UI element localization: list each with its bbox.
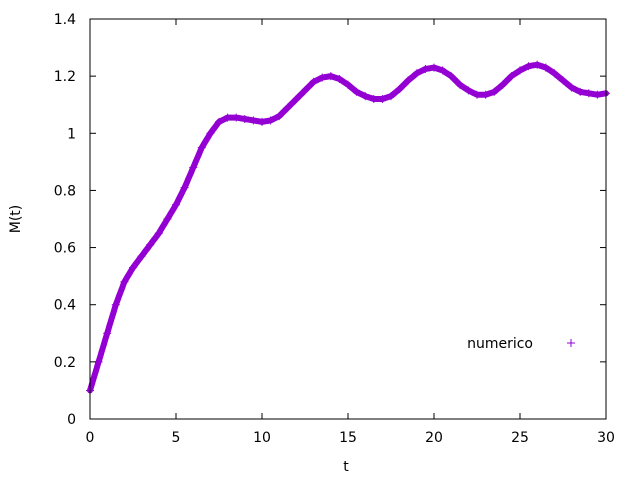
data-point xyxy=(438,66,447,75)
data-point xyxy=(309,77,318,86)
data-point xyxy=(283,103,292,112)
data-point xyxy=(395,85,404,93)
data-point xyxy=(258,117,266,126)
data-point xyxy=(464,86,473,95)
data-point xyxy=(301,86,309,95)
x-tick-label: 20 xyxy=(425,430,443,446)
data-point xyxy=(137,252,146,261)
data-point xyxy=(576,87,585,96)
data-point xyxy=(473,90,481,99)
y-tick-label: 0.2 xyxy=(54,355,76,371)
ticks-layer: 0 5 10 15 20 25 30 0 0.2 0.4 0.6 0.8 1 1.2 1.4 xyxy=(54,12,615,446)
data-point xyxy=(516,66,524,75)
data-point xyxy=(481,90,490,99)
x-tick-label: 5 xyxy=(172,430,181,446)
data-point xyxy=(455,80,464,89)
data-point xyxy=(146,240,155,249)
plot-layer xyxy=(86,60,610,395)
data-point xyxy=(524,62,533,71)
data-point xyxy=(404,76,413,85)
legend-marker xyxy=(567,339,575,347)
data-point xyxy=(550,69,559,78)
data-point xyxy=(567,83,576,92)
data-point xyxy=(292,95,301,103)
data-point xyxy=(318,73,327,82)
y-tick-label: 0.8 xyxy=(54,183,76,199)
data-point xyxy=(163,215,172,223)
data-point xyxy=(223,113,232,122)
legend-label: numerico xyxy=(467,336,533,352)
data-point xyxy=(335,75,344,83)
x-tick-label: 25 xyxy=(511,430,529,446)
data-point xyxy=(533,60,542,69)
data-point xyxy=(120,277,129,286)
x-tick-label: 30 xyxy=(597,430,615,446)
data-point xyxy=(215,117,223,126)
data-point xyxy=(197,143,206,152)
data-point xyxy=(490,87,499,96)
y-tick-label: 0.6 xyxy=(54,241,76,257)
data-point xyxy=(189,163,198,172)
data-point xyxy=(103,329,112,338)
x-axis-title: t xyxy=(343,459,349,475)
y-tick-label: 0 xyxy=(67,412,76,428)
legend: numerico xyxy=(467,336,575,352)
data-point xyxy=(387,92,395,101)
data-point xyxy=(421,65,430,73)
y-axis-title: M(t) xyxy=(8,205,24,234)
data-point xyxy=(154,229,163,238)
data-point xyxy=(352,87,361,96)
data-point xyxy=(430,63,438,72)
y-tick-label: 1.4 xyxy=(54,12,76,28)
data-point xyxy=(240,115,249,123)
data-point xyxy=(507,72,516,81)
x-tick-label: 0 xyxy=(86,430,95,446)
data-point xyxy=(412,69,421,78)
data-point xyxy=(559,76,567,85)
data-point xyxy=(266,116,275,125)
data-point xyxy=(378,95,387,103)
data-point xyxy=(344,80,352,89)
data-point xyxy=(498,80,507,89)
data-point xyxy=(584,89,593,98)
data-point xyxy=(447,72,456,81)
y-tick-label: 1.2 xyxy=(54,69,76,85)
data-point xyxy=(249,116,258,125)
y-tick-label: 0.4 xyxy=(54,298,76,314)
x-tick-label: 15 xyxy=(339,430,357,446)
data-point xyxy=(593,90,602,99)
data-point xyxy=(369,95,378,103)
data-point xyxy=(172,200,180,209)
y-tick-label: 1 xyxy=(67,126,76,142)
data-point xyxy=(206,129,215,138)
data-point xyxy=(275,112,284,121)
data-point xyxy=(111,300,120,309)
data-point xyxy=(180,183,189,192)
x-tick-label: 10 xyxy=(253,430,271,446)
data-point xyxy=(326,72,335,81)
data-point xyxy=(541,63,550,72)
data-point xyxy=(129,263,137,272)
data-point xyxy=(361,92,370,101)
data-point xyxy=(232,113,241,122)
